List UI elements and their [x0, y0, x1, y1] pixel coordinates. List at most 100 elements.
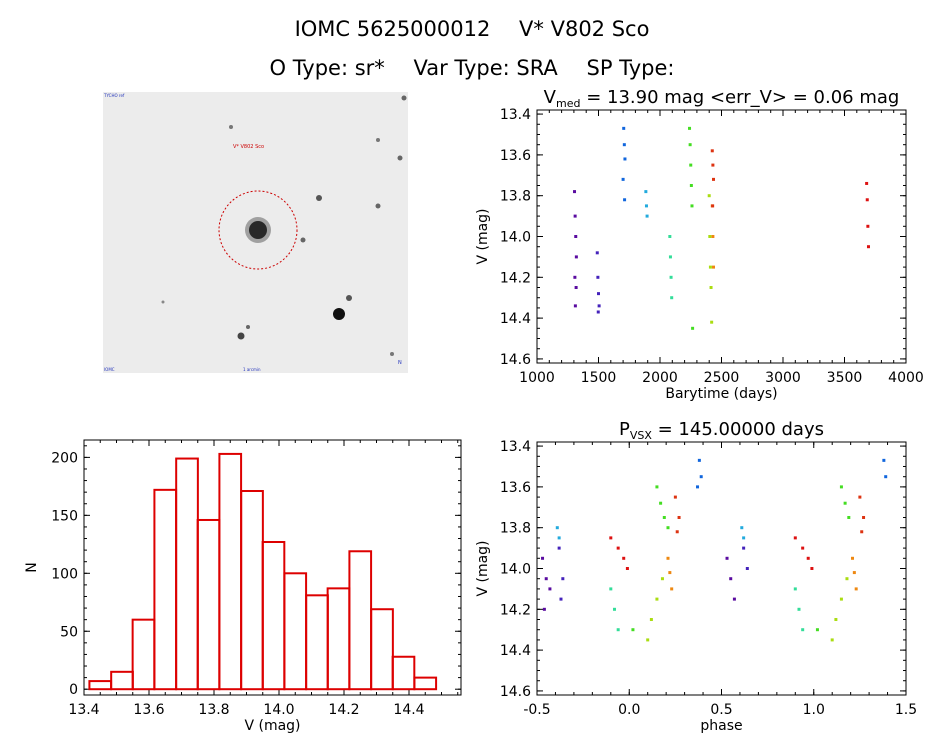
data-point [616, 628, 620, 632]
data-point [668, 571, 672, 575]
data-point [834, 618, 838, 622]
data-point [708, 235, 712, 238]
hist-bar [305, 594, 329, 691]
x-tick-label: 13.6 [133, 702, 164, 718]
star-name: V* V802 Sco [519, 17, 650, 41]
figure-subtitle: O Type: sr* Var Type: SRA SP Type: [0, 56, 944, 80]
chart-title-subscript: VSX [630, 429, 653, 442]
data-point [669, 275, 673, 279]
data-point [655, 597, 659, 601]
data-point [710, 320, 714, 324]
data-point [862, 515, 866, 519]
hist-bar [283, 572, 308, 691]
y-tick-label: 13.8 [500, 189, 531, 205]
x-tick-label: 14.0 [263, 702, 294, 718]
data-point [852, 571, 856, 575]
star [375, 203, 381, 209]
hist-bar [370, 608, 394, 691]
lightcurve-chart: 1000 1500 2000 2500 3000 3500 4000 13.4 13.6 13.8… [475, 87, 924, 402]
y-tick-label: 14.2 [500, 602, 531, 618]
data-point [555, 526, 559, 530]
data-point [573, 214, 577, 218]
data-point [670, 296, 674, 300]
star [229, 125, 233, 129]
data-point [646, 638, 650, 642]
data-point [866, 224, 870, 228]
y-axis-label: N [24, 562, 40, 572]
y-tick-label: 0 [69, 682, 78, 698]
data-point [644, 190, 648, 194]
corner-label-tl: TYCHO ref [103, 93, 125, 98]
y-tick-label: 14.2 [500, 270, 531, 286]
phased-chart: -0.5 0.0 0.5 1.0 1.5 13.4 13.6 13.8 14.0 14.2 14.4… [475, 419, 917, 734]
y-tick-label: 14.6 [500, 684, 531, 700]
data-point [688, 126, 692, 130]
hist-bar [261, 541, 286, 691]
data-point [882, 458, 886, 462]
hist-bar [131, 618, 156, 691]
x-tick-label: -0.5 [523, 702, 550, 718]
data-point [697, 458, 701, 462]
x-tick-label: 13.8 [198, 702, 229, 718]
star [246, 325, 250, 329]
data-point [725, 556, 729, 560]
corner-label-bl: IOMC [104, 367, 115, 372]
hist-bar [218, 452, 243, 691]
data-point [708, 265, 712, 269]
x-tick-label: 2000 [642, 370, 678, 386]
data-point [865, 181, 869, 185]
data-point [596, 275, 600, 279]
data-point [709, 286, 713, 290]
data-point [843, 501, 847, 505]
y-tick-label: 13.6 [500, 148, 531, 164]
data-point [866, 245, 870, 249]
data-point [690, 204, 694, 208]
y-tick-label: 150 [51, 508, 78, 524]
hist-bar [196, 518, 221, 691]
data-point [649, 618, 653, 622]
y-tick-label: 200 [51, 450, 78, 466]
data-point [711, 204, 715, 208]
corner-label-bc: 1 arcmin [243, 367, 261, 372]
finder-image: V* V802 Sco TYCHO ref N IOMC 1 arcmin [103, 92, 408, 373]
data-point [622, 556, 626, 560]
data-point [847, 515, 851, 519]
data-point [609, 536, 613, 540]
finder-image-svg: V* V802 Sco TYCHO ref N IOMC 1 arcmin [103, 93, 407, 372]
y-tick-label: 14.0 [500, 562, 531, 578]
data-point [884, 475, 888, 479]
data-point [544, 577, 548, 581]
data-point [666, 526, 670, 530]
data-point [666, 556, 670, 560]
x-axis-label: Barytime (days) [665, 386, 777, 402]
data-point [662, 515, 666, 519]
x-tick-label: 0.0 [618, 702, 640, 718]
data-point [865, 198, 869, 202]
x-tick-label: 3500 [827, 370, 863, 386]
data-point [689, 163, 693, 167]
data-point [561, 577, 565, 581]
y-axis-label: V (mag) [475, 208, 491, 264]
data-point [742, 536, 746, 540]
data-point [815, 628, 819, 632]
hist-bar [326, 587, 351, 691]
data-point [621, 177, 625, 181]
data-point [557, 546, 561, 550]
data-point [612, 607, 616, 611]
data-point [711, 235, 715, 238]
data-point [668, 255, 672, 259]
data-point [858, 495, 862, 499]
data-point [711, 163, 715, 167]
x-tick-label: 0.5 [710, 702, 732, 718]
data-point [595, 251, 599, 255]
y-tick-label: 100 [51, 566, 78, 582]
chart-title-subscript: med [556, 97, 580, 110]
x-tick-label: 14.4 [393, 702, 424, 718]
data-point [625, 567, 629, 570]
data-point [622, 143, 626, 147]
data-point [559, 597, 563, 601]
target-star-halo [245, 217, 271, 243]
star [390, 352, 394, 356]
data-point [644, 204, 648, 208]
data-point [854, 587, 858, 591]
